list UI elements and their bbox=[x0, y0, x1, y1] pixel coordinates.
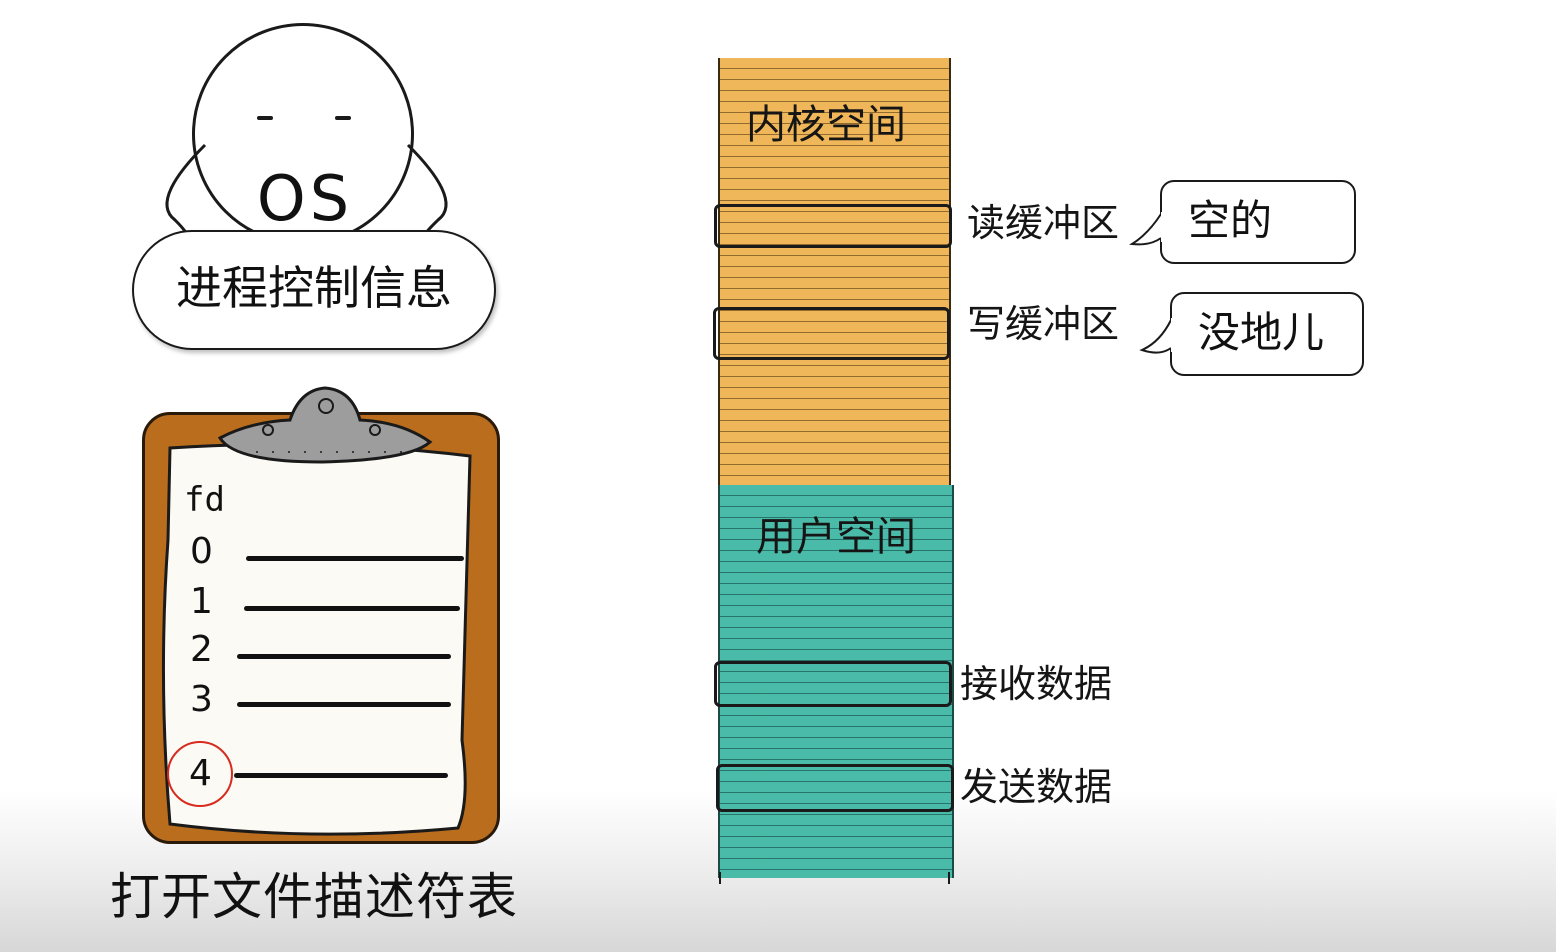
os-sign bbox=[132, 230, 496, 350]
axis-tick-left bbox=[719, 872, 721, 884]
axis-tick-right bbox=[948, 872, 950, 884]
write-buffer-box bbox=[713, 307, 950, 360]
write-buffer-status-text: 没地儿 bbox=[1198, 308, 1325, 357]
fd-number-4: 4 bbox=[189, 753, 212, 794]
kernel-space-region bbox=[718, 58, 951, 486]
receive-data-label: 接收数据 bbox=[960, 662, 1113, 706]
fd-entry-line-3 bbox=[237, 702, 451, 707]
receive-data-box bbox=[714, 661, 952, 707]
fd-number-1: 1 bbox=[190, 581, 213, 622]
fd-entry-line-2 bbox=[237, 654, 451, 659]
kernel-space-title: 内核空间 bbox=[746, 102, 906, 148]
fd-entry-line-0 bbox=[246, 556, 464, 561]
write-buffer-label: 写缓冲区 bbox=[967, 302, 1120, 346]
os-sign-text: 进程控制信息 bbox=[176, 261, 452, 315]
write-bubble-tail bbox=[1139, 318, 1175, 354]
os-character: OS 进程控制信息 bbox=[120, 15, 520, 360]
send-data-box bbox=[716, 764, 954, 812]
fd-number-2: 2 bbox=[190, 629, 213, 670]
clipboard-paper bbox=[161, 386, 472, 836]
left-eye-icon bbox=[257, 116, 273, 120]
user-space-title: 用户空间 bbox=[756, 514, 916, 560]
write-buffer-status-bubble: 没地儿 bbox=[1170, 292, 1364, 376]
fd-table-clipboard: fd 0 1 2 3 4 bbox=[140, 380, 505, 845]
send-data-label: 发送数据 bbox=[960, 765, 1113, 809]
os-head: OS bbox=[192, 23, 414, 245]
fd-table-caption: 打开文件描述符表 bbox=[110, 868, 518, 926]
fd-number-3: 3 bbox=[190, 679, 213, 720]
fd-entry-line-1 bbox=[244, 606, 460, 611]
read-buffer-status-text: 空的 bbox=[1188, 196, 1273, 245]
os-face-label: OS bbox=[256, 162, 354, 235]
read-bubble-tail bbox=[1129, 212, 1165, 246]
read-buffer-label: 读缓冲区 bbox=[967, 201, 1120, 245]
fd-number-0: 0 bbox=[190, 531, 213, 572]
user-space-region bbox=[718, 485, 954, 878]
fd-entry-line-4 bbox=[234, 773, 448, 778]
read-buffer-box bbox=[714, 204, 952, 248]
right-eye-icon bbox=[335, 116, 351, 120]
fd-header: fd bbox=[184, 480, 225, 520]
read-buffer-status-bubble: 空的 bbox=[1160, 180, 1356, 264]
fd-highlight-circle bbox=[167, 741, 233, 807]
